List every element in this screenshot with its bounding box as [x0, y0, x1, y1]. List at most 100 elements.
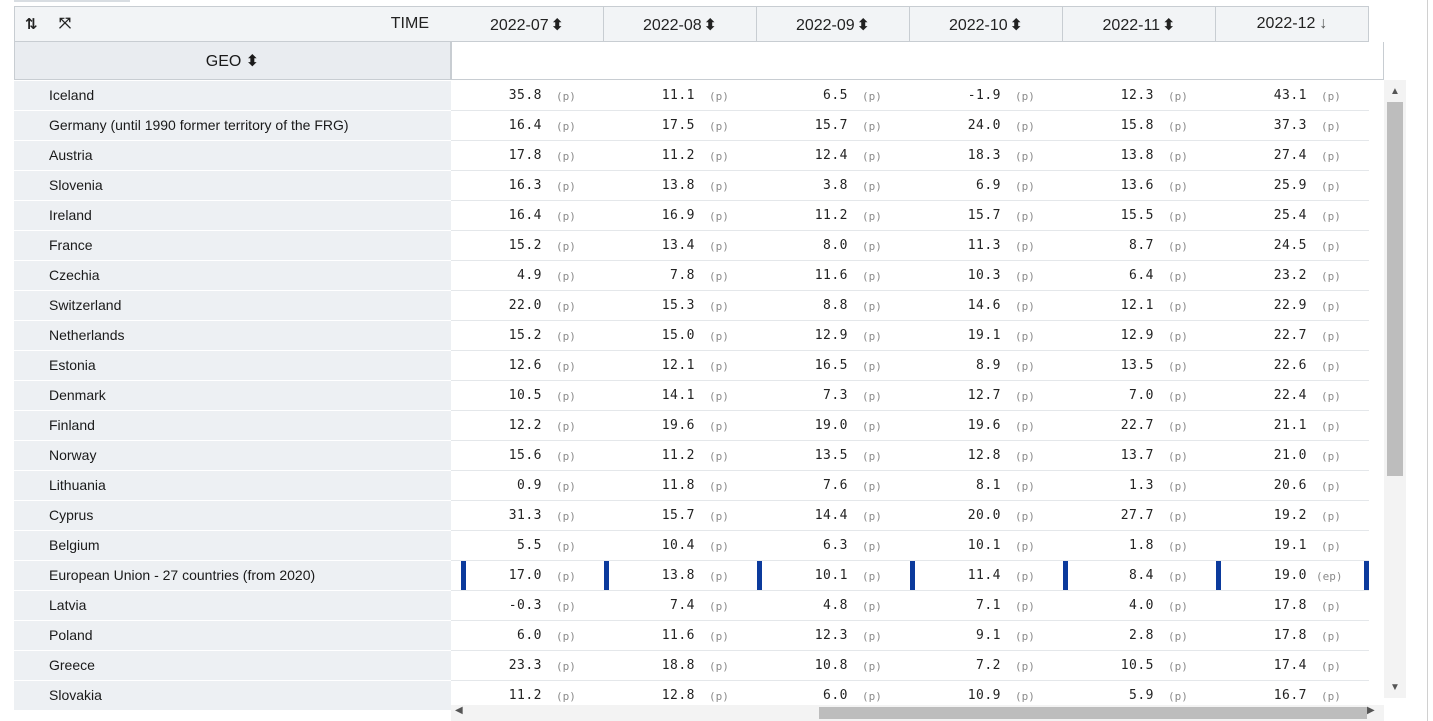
table-cell[interactable]: 9.1 (p) [910, 621, 1063, 651]
row-geo-label[interactable]: Austria [14, 141, 451, 171]
table-cell[interactable]: 22.7 (p) [1063, 411, 1216, 441]
table-cell[interactable]: 0.9 (p) [451, 471, 604, 501]
table-cell[interactable]: 6.0 (p) [451, 621, 604, 651]
geo-header[interactable]: GEO ⬍ [14, 42, 451, 80]
table-cell[interactable]: 12.3 (p) [1063, 81, 1216, 111]
table-cell[interactable]: 7.6 (p) [757, 471, 910, 501]
scroll-down-icon[interactable]: ▼ [1390, 682, 1400, 693]
table-cell[interactable]: 2.8 (p) [1063, 621, 1216, 651]
table-cell[interactable]: 4.9 (p) [451, 261, 604, 291]
table-cell[interactable]: 19.2 (p) [1216, 501, 1369, 531]
table-cell[interactable]: 27.7 (p) [1063, 501, 1216, 531]
table-cell[interactable]: 11.3 (p) [910, 231, 1063, 261]
row-geo-label[interactable]: Slovenia [14, 171, 451, 201]
row-geo-label[interactable]: Poland [14, 621, 451, 651]
table-cell[interactable]: 10.5 (p) [451, 381, 604, 411]
sort-icon[interactable]: ⬍ [703, 17, 718, 34]
row-geo-label[interactable]: Latvia [14, 591, 451, 621]
table-cell[interactable]: 16.5 (p) [757, 351, 910, 381]
table-cell[interactable]: 11.2 (p) [604, 441, 757, 471]
table-cell[interactable]: 11.6 (p) [604, 621, 757, 651]
table-cell[interactable]: 8.9 (p) [910, 351, 1063, 381]
table-cell[interactable]: 17.8 (p) [1216, 591, 1369, 621]
table-cell[interactable]: 12.9 (p) [1063, 321, 1216, 351]
table-cell[interactable]: 8.1 (p) [910, 471, 1063, 501]
row-geo-label[interactable]: Czechia [14, 261, 451, 291]
horizontal-scroll-thumb[interactable] [819, 707, 1367, 719]
row-geo-label[interactable]: Estonia [14, 351, 451, 381]
table-cell[interactable]: 7.3 (p) [757, 381, 910, 411]
table-cell[interactable]: 1.8 (p) [1063, 531, 1216, 561]
table-cell[interactable]: 6.5 (p) [757, 81, 910, 111]
table-cell[interactable]: 10.1 (p) [757, 561, 910, 591]
sort-descending-icon[interactable]: ↓ [1319, 15, 1328, 32]
table-cell[interactable]: 10.1 (p) [910, 531, 1063, 561]
table-cell[interactable]: 3.8 (p) [757, 171, 910, 201]
table-cell[interactable]: 5.5 (p) [451, 531, 604, 561]
sort-icon[interactable]: ⬍ [550, 17, 565, 34]
table-cell[interactable]: 13.8 (p) [1063, 141, 1216, 171]
row-geo-label[interactable]: Switzerland [14, 291, 451, 321]
table-cell[interactable]: 20.6 (p) [1216, 471, 1369, 501]
table-cell[interactable]: 20.0 (p) [910, 501, 1063, 531]
table-cell[interactable]: 17.8 (p) [1216, 621, 1369, 651]
row-geo-label[interactable]: Ireland [14, 201, 451, 231]
table-cell[interactable]: 14.4 (p) [757, 501, 910, 531]
row-geo-label[interactable]: European Union - 27 countries (from 2020… [14, 561, 451, 591]
table-cell[interactable]: 35.8 (p) [451, 81, 604, 111]
table-cell[interactable]: 8.8 (p) [757, 291, 910, 321]
table-cell[interactable]: 15.5 (p) [1063, 201, 1216, 231]
table-cell[interactable]: 7.8 (p) [604, 261, 757, 291]
column-header[interactable]: 2022-08 ⬍ [604, 6, 757, 42]
table-cell[interactable]: 7.2 (p) [910, 651, 1063, 681]
scroll-right-icon[interactable]: ▶ [1367, 705, 1375, 716]
table-cell[interactable]: 16.3 (p) [451, 171, 604, 201]
table-cell[interactable]: 24.5 (p) [1216, 231, 1369, 261]
table-cell[interactable]: 12.1 (p) [604, 351, 757, 381]
table-cell[interactable]: 17.5 (p) [604, 111, 757, 141]
table-cell[interactable]: 17.8 (p) [451, 141, 604, 171]
table-cell[interactable]: 16.9 (p) [604, 201, 757, 231]
table-cell[interactable]: 15.2 (p) [451, 321, 604, 351]
row-geo-label[interactable]: Greece [14, 651, 451, 681]
column-header[interactable]: 2022-12 ↓ [1216, 6, 1369, 42]
row-geo-label[interactable]: Slovakia [14, 681, 451, 711]
table-cell[interactable]: 11.2 (p) [757, 201, 910, 231]
table-cell[interactable]: 10.8 (p) [757, 651, 910, 681]
table-cell[interactable]: -0.3 (p) [451, 591, 604, 621]
table-cell[interactable]: 16.4 (p) [451, 111, 604, 141]
table-cell[interactable]: 11.8 (p) [604, 471, 757, 501]
table-cell[interactable]: 25.4 (p) [1216, 201, 1369, 231]
table-cell[interactable]: 6.4 (p) [1063, 261, 1216, 291]
table-cell[interactable]: 13.7 (p) [1063, 441, 1216, 471]
table-cell[interactable]: 4.8 (p) [757, 591, 910, 621]
table-cell[interactable]: 17.0 (p) [451, 561, 604, 591]
column-header[interactable]: 2022-09 ⬍ [757, 6, 910, 42]
table-cell[interactable]: 17.4 (p) [1216, 651, 1369, 681]
table-cell[interactable]: 16.4 (p) [451, 201, 604, 231]
table-cell[interactable]: 12.6 (p) [451, 351, 604, 381]
table-cell[interactable]: 7.4 (p) [604, 591, 757, 621]
column-header[interactable]: 2022-11 ⬍ [1063, 6, 1216, 42]
table-cell[interactable]: 6.3 (p) [757, 531, 910, 561]
table-cell[interactable]: 15.7 (p) [757, 111, 910, 141]
table-cell[interactable]: 11.4 (p) [910, 561, 1063, 591]
table-cell[interactable]: 14.6 (p) [910, 291, 1063, 321]
row-geo-label[interactable]: Finland [14, 411, 451, 441]
table-cell[interactable]: 19.6 (p) [910, 411, 1063, 441]
table-cell[interactable]: 10.4 (p) [604, 531, 757, 561]
table-cell[interactable]: 12.4 (p) [757, 141, 910, 171]
scroll-up-icon[interactable]: ▲ [1390, 86, 1400, 97]
table-cell[interactable]: 19.1 (p) [910, 321, 1063, 351]
table-cell[interactable]: 15.7 (p) [604, 501, 757, 531]
table-cell[interactable]: 12.7 (p) [910, 381, 1063, 411]
horizontal-scrollbar[interactable]: ◀ ▶ [451, 705, 1384, 721]
table-cell[interactable]: 12.8 (p) [910, 441, 1063, 471]
table-cell[interactable]: 23.3 (p) [451, 651, 604, 681]
row-geo-label[interactable]: Denmark [14, 381, 451, 411]
table-cell[interactable]: 13.6 (p) [1063, 171, 1216, 201]
table-cell[interactable]: 22.6 (p) [1216, 351, 1369, 381]
table-cell[interactable]: 14.1 (p) [604, 381, 757, 411]
table-cell[interactable]: 11.6 (p) [757, 261, 910, 291]
table-cell[interactable]: 19.1 (p) [1216, 531, 1369, 561]
